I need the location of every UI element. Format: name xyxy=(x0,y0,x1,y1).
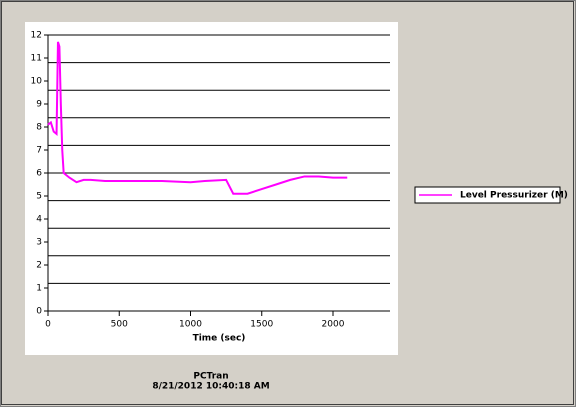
y-tick-label: 3 xyxy=(36,238,42,248)
legend-label: Level Pressurizer (M) xyxy=(460,191,568,201)
footer-app: PCTran xyxy=(193,372,228,382)
y-tick-label: 8 xyxy=(36,123,42,133)
window-border xyxy=(1,1,574,405)
y-tick-label: 0 xyxy=(36,307,42,317)
y-tick-label: 1 xyxy=(36,284,42,294)
x-tick-label: 0 xyxy=(45,320,51,330)
y-tick-label: 2 xyxy=(36,261,42,271)
y-tick-label: 7 xyxy=(36,146,42,156)
y-tick-label: 11 xyxy=(31,54,42,64)
x-tick-label: 2000 xyxy=(322,320,345,330)
data-line xyxy=(47,41,348,195)
y-tick-label: 6 xyxy=(36,169,42,179)
y-tick-label: 12 xyxy=(31,31,42,41)
x-axis-label: Time (sec) xyxy=(193,334,246,344)
x-tick-label: 500 xyxy=(111,320,128,330)
x-tick-label: 1500 xyxy=(250,320,273,330)
y-tick-label: 10 xyxy=(31,77,43,87)
x-tick-label: 1000 xyxy=(179,320,202,330)
plot-panel xyxy=(25,22,398,355)
legend-box xyxy=(414,186,561,204)
y-tick-label: 9 xyxy=(36,100,42,110)
y-tick-label: 5 xyxy=(36,192,42,202)
footer-timestamp: 8/21/2012 10:40:18 AM xyxy=(152,382,269,392)
y-tick-label: 4 xyxy=(36,215,42,225)
